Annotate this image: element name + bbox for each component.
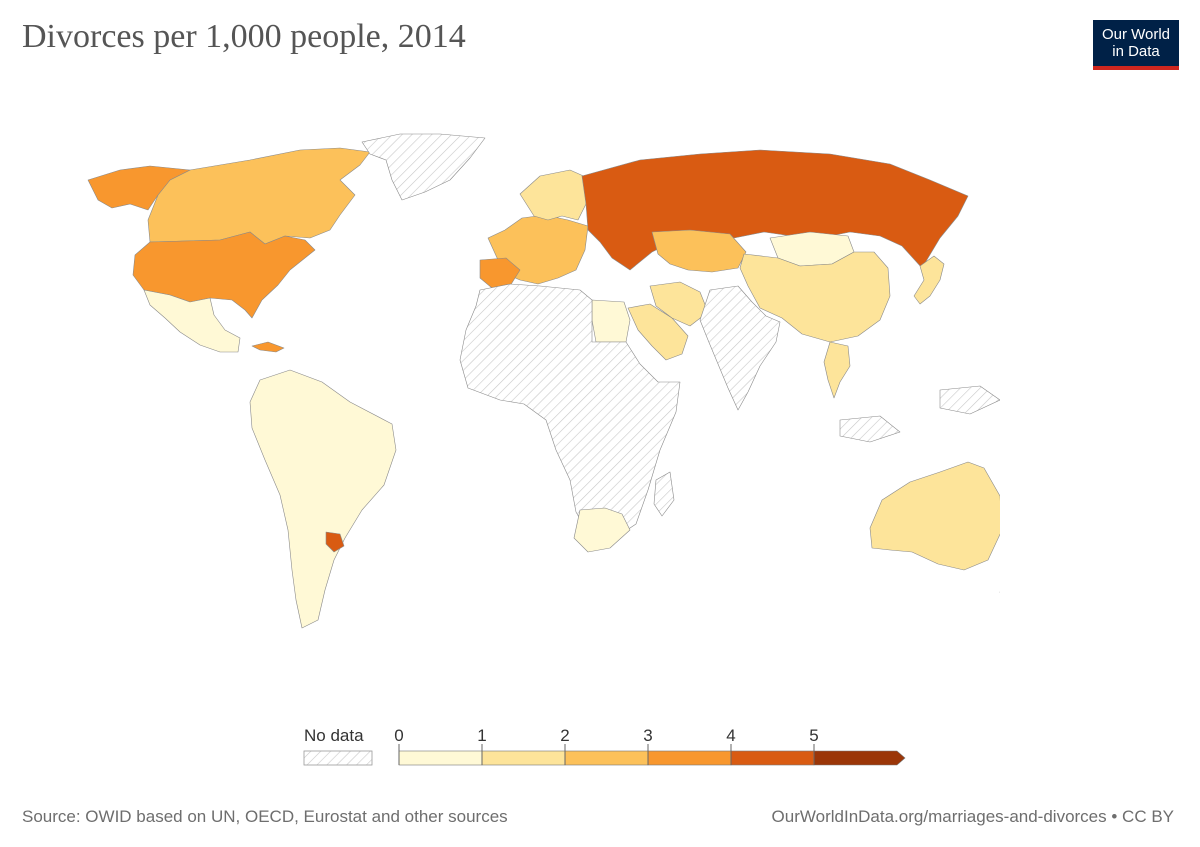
no-data-island-0 (939, 385, 1000, 415)
owid-logo[interactable]: Our World in Data (1093, 20, 1179, 70)
no-data-island-1 (839, 415, 901, 443)
country-cuba[interactable]: Cuba (251, 341, 285, 353)
legend-bin-3-4 (647, 750, 732, 766)
logo-line-2: in Data (1112, 43, 1160, 60)
country-india[interactable]: India (699, 285, 781, 411)
country-canada[interactable]: Canada (147, 147, 371, 245)
country-africa[interactable]: Africa (459, 283, 681, 541)
legend-tick-label: 5 (809, 726, 818, 745)
country-alaska[interactable]: Alaska (87, 165, 191, 211)
country-australia[interactable]: Australia (869, 461, 1000, 571)
legend-tick-label: 3 (643, 726, 652, 745)
country-south-america[interactable]: South America (249, 369, 397, 629)
legend-bin-2-3 (564, 750, 649, 766)
legend-bin-1-2 (481, 750, 566, 766)
legend-bin-4-5 (730, 750, 815, 766)
country-greenland[interactable]: Greenland (361, 133, 486, 201)
country-russia[interactable]: Russia (581, 149, 969, 271)
country-china[interactable]: China (739, 251, 891, 343)
world-map[interactable]: CanadaUnited StatesAlaskaGreenlandMexico… (40, 120, 1000, 640)
logo-line-1: Our World (1101, 26, 1171, 43)
legend-tick-label: 1 (477, 726, 486, 745)
legend-tick-label: 2 (560, 726, 569, 745)
legend-tick-label: 0 (394, 726, 403, 745)
country-iran[interactable]: Iran (649, 281, 709, 327)
legend-bin-open (813, 750, 906, 766)
source-url[interactable]: OurWorldInData.org/marriages-and-divorce… (771, 807, 1174, 826)
source-note: Source: OWID based on UN, OECD, Eurostat… (22, 807, 508, 826)
legend-bin-0-1 (398, 750, 483, 766)
country-kazakhstan[interactable]: Kazakhstan (651, 229, 747, 273)
country-scandinavia[interactable]: Scandinavia (519, 169, 589, 221)
country-uruguay[interactable]: Uruguay (325, 531, 345, 553)
country-egypt[interactable]: Egypt (591, 299, 631, 343)
no-data-island-2 (653, 471, 675, 517)
country-japan[interactable]: Japan (913, 255, 945, 305)
legend-no-data-label: No data (304, 726, 364, 745)
country-thailand[interactable]: Thailand (823, 341, 851, 399)
color-legend: No data 0 1 2 3 4 5 (303, 726, 906, 766)
legend-no-data-swatch (303, 750, 373, 766)
country-mexico[interactable]: Mexico (143, 289, 241, 353)
chart-title: Divorces per 1,000 people, 2014 (22, 18, 466, 55)
legend-tick-label: 4 (726, 726, 735, 745)
country-saudi-arabia[interactable]: Saudi Arabia (627, 303, 689, 361)
country-south-africa[interactable]: South Africa (573, 507, 631, 553)
